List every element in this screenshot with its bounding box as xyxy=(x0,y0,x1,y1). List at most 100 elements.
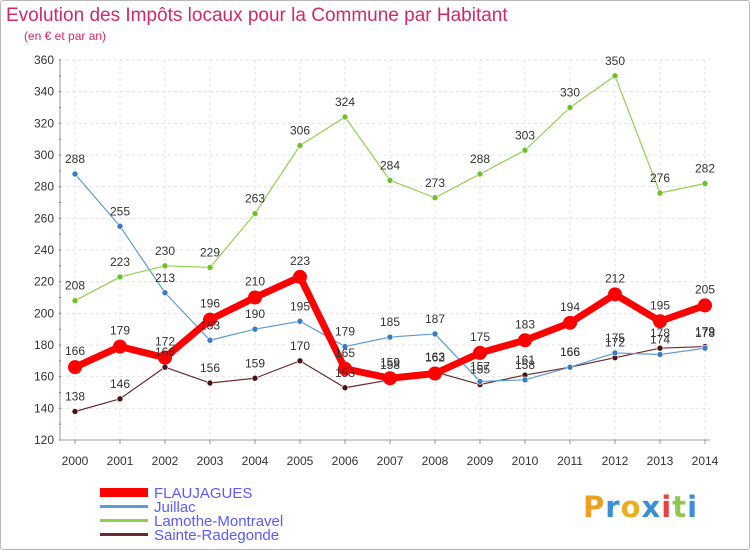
data-label-juillac: 288 xyxy=(65,152,85,166)
y-tick-label: 360 xyxy=(34,53,54,67)
data-label-sainte-radegonde: 179 xyxy=(695,325,715,339)
data-label-flaujagues: 165 xyxy=(335,346,355,360)
data-label-sainte-radegonde: 161 xyxy=(515,353,535,367)
point-sainte-radegonde xyxy=(341,384,349,392)
data-label-juillac: 178 xyxy=(695,326,715,340)
data-label-lamothe-montravel: 324 xyxy=(335,95,355,109)
data-label-lamothe-montravel: 229 xyxy=(200,245,220,259)
proxiti-logo: Proxiti xyxy=(583,490,699,524)
data-label-flaujagues: 223 xyxy=(290,254,310,268)
point-flaujagues xyxy=(608,287,622,302)
data-label-juillac: 187 xyxy=(425,312,445,326)
data-label-flaujagues: 194 xyxy=(560,300,580,314)
point-juillac xyxy=(476,378,484,385)
data-label-lamothe-montravel: 350 xyxy=(605,54,625,68)
x-tick-label: 2001 xyxy=(107,454,134,468)
data-label-sainte-radegonde: 153 xyxy=(335,366,355,380)
chart-title: Evolution des Impôts locaux pour la Comm… xyxy=(6,5,508,26)
point-lamothe-montravel xyxy=(251,210,259,217)
legend-swatch-lamothe xyxy=(100,519,148,522)
point-flaujagues xyxy=(383,371,397,386)
data-label-flaujagues: 166 xyxy=(65,344,85,358)
point-lamothe-montravel xyxy=(701,180,709,187)
data-label-lamothe-montravel: 330 xyxy=(560,86,580,100)
data-label-juillac: 175 xyxy=(605,331,625,345)
point-lamothe-montravel xyxy=(611,72,619,80)
x-tick-label: 2007 xyxy=(377,454,404,468)
data-label-sainte-radegonde: 170 xyxy=(290,339,310,353)
point-juillac xyxy=(656,351,664,358)
point-lamothe-montravel xyxy=(116,273,124,281)
point-flaujagues xyxy=(113,339,127,354)
data-label-sainte-radegonde: 156 xyxy=(200,361,220,375)
y-tick-label: 300 xyxy=(34,148,54,162)
data-label-juillac: 255 xyxy=(110,204,130,218)
data-label-lamothe-montravel: 288 xyxy=(470,152,490,166)
data-label-juillac: 179 xyxy=(335,325,355,339)
data-label-juillac: 157 xyxy=(470,359,490,373)
point-juillac xyxy=(296,317,304,325)
legend-label-flaujagues: FLAUJAGUES xyxy=(154,485,253,502)
x-tick-label: 2006 xyxy=(332,454,359,468)
point-flaujagues xyxy=(158,350,172,365)
point-lamothe-montravel xyxy=(656,189,664,197)
point-juillac xyxy=(341,343,349,350)
point-flaujagues xyxy=(338,361,352,376)
data-label-sainte-radegonde: 172 xyxy=(605,336,625,350)
point-flaujagues xyxy=(698,298,712,313)
x-tick-label: 2012 xyxy=(602,454,629,468)
y-tick-label: 340 xyxy=(34,85,54,99)
data-label-lamothe-montravel: 230 xyxy=(155,244,175,258)
point-lamothe-montravel xyxy=(206,264,214,271)
point-sainte-radegonde xyxy=(116,395,124,403)
data-label-sainte-radegonde: 163 xyxy=(425,350,445,364)
data-label-flaujagues: 179 xyxy=(110,324,130,338)
point-juillac xyxy=(431,330,439,338)
point-lamothe-montravel xyxy=(566,104,574,111)
point-flaujagues xyxy=(203,312,217,327)
y-tick-label: 260 xyxy=(34,211,54,225)
data-label-flaujagues: 205 xyxy=(695,282,715,296)
data-label-lamothe-montravel: 284 xyxy=(380,158,400,172)
data-label-flaujagues: 183 xyxy=(515,317,535,331)
data-label-flaujagues: 210 xyxy=(245,275,265,289)
legend-swatch-juillac xyxy=(100,505,148,508)
data-label-sainte-radegonde: 155 xyxy=(470,363,490,377)
point-flaujagues xyxy=(473,345,487,360)
y-tick-label: 160 xyxy=(34,370,54,384)
point-sainte-radegonde xyxy=(161,363,169,371)
data-label-flaujagues: 159 xyxy=(380,355,400,369)
point-juillac xyxy=(71,170,79,178)
data-label-lamothe-montravel: 306 xyxy=(290,124,310,138)
y-tick-label: 220 xyxy=(34,275,54,289)
data-label-sainte-radegonde: 158 xyxy=(380,358,400,372)
axes: 120 140 160 180 200 220 240 260 280 300 320 340 360 2… xyxy=(34,53,719,468)
legend-label-lamothe: Lamothe-Montravel xyxy=(154,513,284,530)
point-juillac xyxy=(116,222,124,230)
data-label-sainte-radegonde: 166 xyxy=(560,345,580,359)
legend-label-juillac: Juillac xyxy=(154,499,196,516)
x-tick-label: 2008 xyxy=(422,454,449,468)
data-label-lamothe-montravel: 208 xyxy=(65,279,85,293)
data-label-sainte-radegonde: 178 xyxy=(650,326,670,340)
x-tick-label: 2013 xyxy=(647,454,674,468)
point-sainte-radegonde xyxy=(206,379,214,387)
point-lamothe-montravel xyxy=(296,142,304,149)
point-sainte-radegonde xyxy=(71,408,79,415)
data-label-lamothe-montravel: 303 xyxy=(515,128,535,142)
data-label-juillac: 213 xyxy=(155,271,175,285)
point-flaujagues xyxy=(428,366,442,381)
y-tick-label: 180 xyxy=(34,338,54,352)
data-label-juillac: 158 xyxy=(515,358,535,372)
legend-swatch-flaujagues xyxy=(100,488,148,497)
point-lamothe-montravel xyxy=(341,113,349,121)
point-juillac xyxy=(701,344,709,352)
point-juillac xyxy=(161,289,169,297)
data-label-lamothe-montravel: 223 xyxy=(110,255,130,269)
data-label-juillac: 166 xyxy=(560,345,580,359)
y-tick-label: 280 xyxy=(34,180,54,194)
point-flaujagues xyxy=(68,360,82,375)
data-label-flaujagues: 172 xyxy=(155,335,175,349)
series-group xyxy=(68,72,712,415)
